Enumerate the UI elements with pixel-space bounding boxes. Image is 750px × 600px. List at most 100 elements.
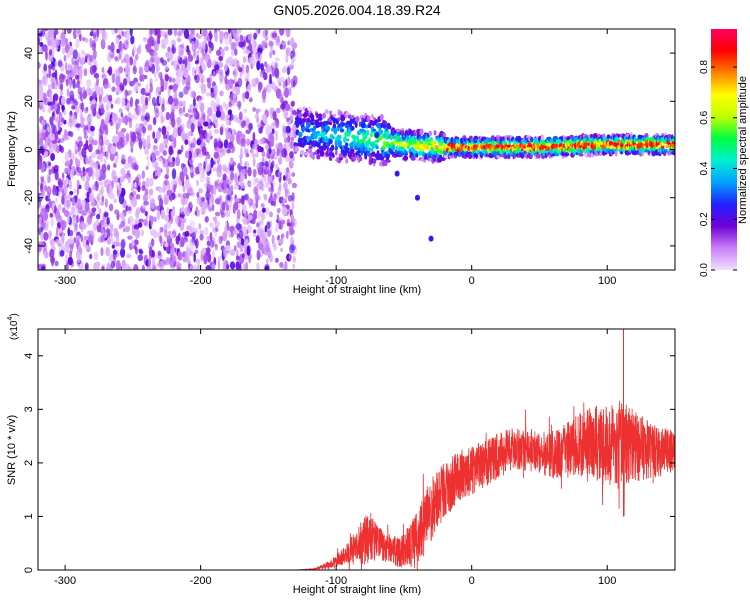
noise-cell bbox=[127, 117, 132, 123]
noise-cell bbox=[52, 94, 56, 106]
signal-cell bbox=[401, 130, 405, 135]
noise-cell bbox=[147, 45, 152, 53]
noise-cell bbox=[207, 107, 213, 117]
noise-cell bbox=[76, 257, 81, 264]
noise-cell bbox=[149, 78, 153, 85]
noise-cell bbox=[266, 221, 271, 229]
signal-cell bbox=[313, 134, 318, 140]
colorbar-tick-label: 0.6 bbox=[699, 110, 710, 124]
signal-cell bbox=[419, 128, 424, 135]
noise-cell bbox=[271, 160, 275, 169]
noise-cell bbox=[115, 242, 121, 247]
noise-cell bbox=[82, 166, 86, 173]
noise-cell bbox=[281, 219, 286, 225]
noise-cell bbox=[41, 119, 46, 126]
y-tick-label: 1 bbox=[23, 513, 35, 519]
noise-cell bbox=[80, 56, 85, 65]
noise-cell bbox=[58, 215, 63, 226]
noise-cell bbox=[280, 247, 283, 253]
noise-cell bbox=[161, 103, 165, 113]
noise-cell bbox=[255, 108, 262, 113]
noise-cell bbox=[243, 108, 248, 114]
noise-cell bbox=[49, 212, 53, 218]
noise-cell bbox=[67, 256, 74, 266]
noise-cell bbox=[289, 244, 295, 254]
noise-cell bbox=[50, 123, 56, 133]
noise-cell bbox=[177, 45, 181, 52]
noise-cell bbox=[233, 245, 237, 252]
svg-text:(x104): (x104) bbox=[7, 313, 20, 340]
noise-cell bbox=[180, 144, 184, 153]
noise-cell bbox=[288, 195, 293, 201]
noise-cell bbox=[103, 135, 108, 145]
signal-cell bbox=[336, 134, 342, 140]
noise-cell bbox=[171, 118, 176, 128]
noise-cell bbox=[283, 40, 287, 46]
signal-cell bbox=[439, 146, 445, 150]
noise-cell bbox=[264, 29, 269, 35]
signal-cell bbox=[310, 122, 315, 126]
signal-cell bbox=[540, 135, 544, 141]
noise-cell bbox=[197, 137, 203, 144]
signal-cell bbox=[320, 132, 326, 138]
noise-cell bbox=[77, 136, 83, 141]
noise-cell bbox=[170, 209, 176, 217]
noise-cell bbox=[224, 211, 231, 218]
signal-cell bbox=[315, 119, 320, 124]
signal-cell bbox=[407, 145, 410, 150]
signal-cell bbox=[345, 158, 349, 164]
noise-cell bbox=[144, 210, 148, 216]
y-tick-label: 0 bbox=[23, 146, 35, 152]
noise-cell bbox=[170, 133, 174, 141]
noise-cell bbox=[263, 72, 268, 81]
noise-cell bbox=[110, 103, 114, 109]
noise-cell bbox=[181, 65, 184, 71]
noise-cell bbox=[114, 157, 118, 165]
noise-cell bbox=[69, 174, 74, 179]
noise-cell bbox=[286, 117, 290, 122]
x-tick-label: -200 bbox=[190, 275, 212, 287]
noise-cell bbox=[118, 108, 123, 113]
noise-cell bbox=[220, 235, 223, 242]
noise-cell bbox=[138, 140, 143, 151]
signal-cell bbox=[665, 149, 668, 154]
noise-cell bbox=[241, 64, 245, 70]
noise-cell bbox=[271, 32, 278, 38]
noise-cell bbox=[64, 254, 68, 264]
noise-cell bbox=[136, 98, 140, 105]
noise-cell bbox=[62, 47, 66, 55]
noise-cell bbox=[38, 160, 43, 170]
noise-cell bbox=[41, 106, 46, 113]
noise-cell bbox=[156, 209, 161, 221]
noise-cell bbox=[173, 97, 179, 106]
noise-cell bbox=[210, 121, 213, 126]
noise-cell bbox=[85, 155, 89, 165]
noise-cell bbox=[128, 215, 134, 227]
noise-cell bbox=[203, 253, 208, 265]
noise-cell bbox=[219, 126, 224, 136]
signal-cell bbox=[346, 138, 350, 142]
noise-cell bbox=[223, 260, 227, 270]
noise-cell bbox=[187, 54, 194, 62]
noise-cell bbox=[135, 207, 141, 216]
noise-cell bbox=[217, 255, 221, 262]
noise-cell bbox=[224, 64, 228, 72]
noise-cell bbox=[247, 72, 251, 78]
noise-cell bbox=[42, 211, 48, 222]
noise-cell bbox=[76, 187, 80, 196]
noise-cell bbox=[55, 197, 58, 203]
noise-cell bbox=[235, 223, 242, 230]
noise-cell bbox=[236, 130, 243, 138]
noise-cell bbox=[189, 220, 195, 228]
noise-cell bbox=[83, 128, 87, 138]
noise-cell bbox=[121, 30, 125, 37]
noise-cell bbox=[233, 58, 238, 68]
noise-cell bbox=[102, 151, 106, 157]
noise-cell bbox=[160, 116, 164, 124]
noise-cell bbox=[88, 166, 94, 177]
noise-cell bbox=[159, 226, 164, 233]
noise-cell bbox=[149, 198, 156, 209]
noise-cell bbox=[166, 181, 171, 191]
noise-cell bbox=[86, 116, 90, 123]
